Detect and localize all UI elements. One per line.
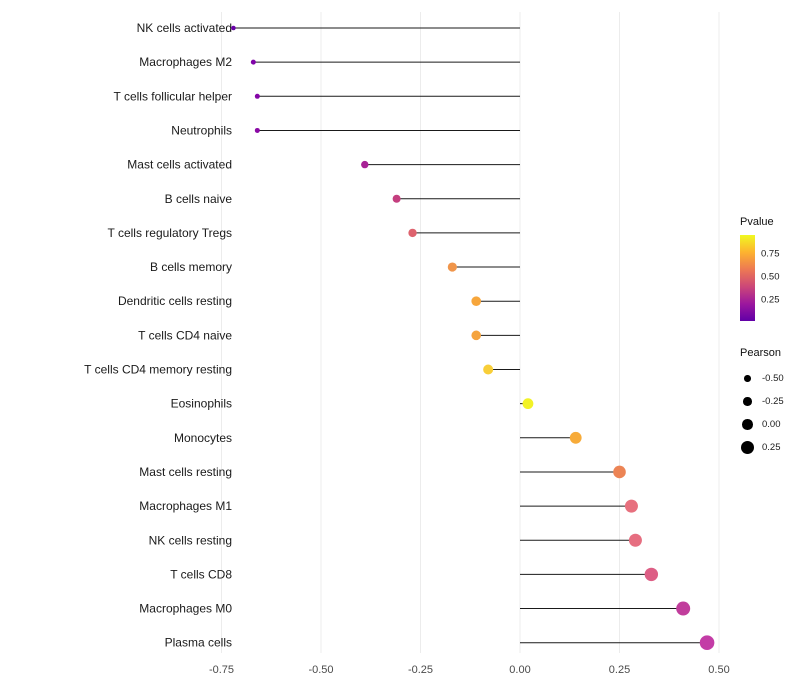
category-label: T cells CD4 memory resting bbox=[84, 363, 232, 377]
x-axis-tick-label: 0.00 bbox=[509, 664, 530, 676]
lollipop-dot bbox=[644, 567, 659, 582]
x-axis-tick-label: -0.75 bbox=[209, 664, 234, 676]
lollipop-dot bbox=[471, 296, 482, 307]
category-label: NK cells resting bbox=[149, 533, 232, 547]
category-label: Macrophages M1 bbox=[139, 499, 232, 513]
x-axis-tick-label: 0.50 bbox=[708, 664, 729, 676]
category-label: Eosinophils bbox=[171, 397, 232, 411]
category-label: Neutrophils bbox=[171, 123, 232, 137]
lollipop-dot bbox=[624, 499, 638, 513]
size-legend-item: 0.00 bbox=[740, 413, 800, 436]
x-axis-tick-label: 0.25 bbox=[609, 664, 630, 676]
size-legend-dot bbox=[744, 375, 751, 382]
category-label: NK cells activated bbox=[137, 21, 232, 35]
pvalue-legend-title: Pvalue bbox=[740, 216, 774, 228]
size-legend-dot bbox=[743, 397, 752, 406]
colorbar-tick-label: 0.25 bbox=[761, 294, 780, 306]
lollipop-dot bbox=[676, 601, 691, 616]
size-legend-item: -0.50 bbox=[740, 367, 800, 390]
colorbar-tick-label: 0.75 bbox=[761, 248, 780, 260]
category-label: Dendritic cells resting bbox=[118, 294, 232, 308]
lollipop-dot bbox=[254, 93, 260, 99]
category-label: T cells CD8 bbox=[170, 567, 232, 581]
lollipop-dot bbox=[250, 59, 256, 65]
category-label: T cells follicular helper bbox=[114, 89, 233, 103]
lollipop-dot bbox=[522, 398, 534, 410]
category-label: Plasma cells bbox=[165, 636, 232, 650]
colorbar-tick-label: 0.50 bbox=[761, 271, 780, 283]
lollipop-dot bbox=[628, 533, 642, 547]
lollipop-dot bbox=[392, 194, 401, 203]
pvalue-colorbar: 0.75 0.50 0.25 bbox=[740, 235, 800, 321]
pvalue-gradient bbox=[740, 235, 755, 321]
category-label: Monocytes bbox=[174, 431, 232, 445]
category-label: T cells CD4 naive bbox=[138, 328, 232, 342]
size-legend-item: 0.25 bbox=[740, 436, 800, 459]
size-legend-label: -0.50 bbox=[762, 373, 784, 384]
size-legend-label: 0.25 bbox=[762, 442, 781, 453]
lollipop-dot bbox=[361, 160, 369, 169]
size-legend-item: -0.25 bbox=[740, 390, 800, 413]
size-legend-label: 0.00 bbox=[762, 419, 781, 430]
lollipop-dot bbox=[471, 330, 482, 341]
category-label: T cells regulatory Tregs bbox=[108, 226, 233, 240]
x-axis-tick-label: -0.50 bbox=[308, 664, 333, 676]
size-legend-dot bbox=[741, 441, 754, 454]
category-label: Mast cells resting bbox=[139, 465, 232, 479]
size-legend-dot bbox=[742, 419, 753, 430]
lollipop-dot bbox=[613, 465, 626, 479]
lollipop-dot bbox=[699, 635, 715, 650]
lollipop-dot bbox=[569, 431, 582, 444]
size-legend-label: -0.25 bbox=[762, 396, 784, 407]
lollipop-dot bbox=[447, 262, 457, 272]
pearson-legend-title: Pearson bbox=[740, 347, 781, 359]
lollipop-dot bbox=[254, 127, 260, 133]
category-label: B cells naive bbox=[165, 192, 233, 206]
category-label: Macrophages M0 bbox=[139, 602, 232, 616]
legend: Pvalue 0.75 0.50 0.25 Pearson -0.50 -0.2… bbox=[740, 216, 800, 459]
lollipop-dot bbox=[408, 228, 417, 238]
category-label: Macrophages M2 bbox=[139, 55, 232, 69]
lollipop-dot bbox=[231, 25, 236, 31]
x-axis-tick-label: -0.25 bbox=[408, 664, 433, 676]
category-label: B cells memory bbox=[150, 260, 232, 274]
category-label: Mast cells activated bbox=[127, 158, 232, 172]
lollipop-dot bbox=[483, 364, 494, 375]
